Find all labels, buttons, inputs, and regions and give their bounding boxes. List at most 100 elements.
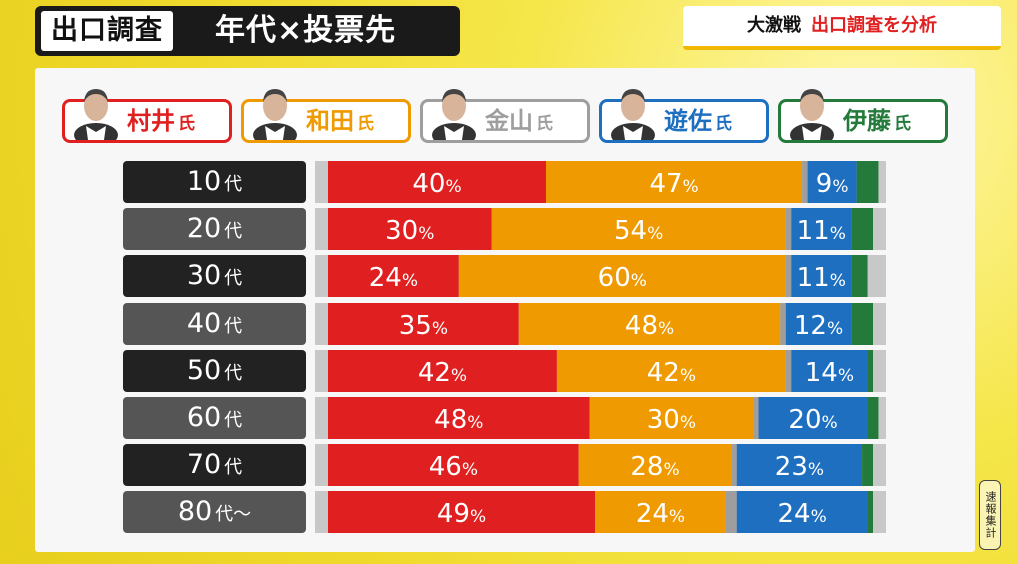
preliminary-note: 速報集計 [979, 480, 1001, 550]
data-label: 11% [797, 216, 846, 246]
data-label-value: 42 [647, 358, 680, 388]
bar-segment [731, 444, 737, 486]
data-label-unit: % [470, 507, 486, 527]
data-label-value: 23 [775, 452, 808, 482]
data-label-unit: % [838, 366, 854, 386]
analysis-badge: 大激戦 出口調査を分析 [683, 6, 1001, 50]
age-label: 70 代 [123, 444, 306, 486]
data-label-unit: % [451, 366, 467, 386]
data-label: 30% [647, 405, 696, 435]
candidate-suffix: 氏 [178, 114, 195, 134]
age-label-unit: 代 [224, 363, 243, 384]
bar-segment [546, 161, 803, 203]
bar-segment [791, 208, 852, 250]
data-label: 24% [778, 499, 827, 529]
data-label: 28% [630, 452, 679, 482]
data-label-unit: % [418, 224, 434, 244]
data-label: 40% [412, 169, 461, 199]
data-label-value: 9 [816, 169, 833, 199]
person-portrait-icon [787, 80, 837, 140]
candidate-2: 和田氏 [241, 89, 411, 143]
age-label-number: 30 [186, 260, 222, 291]
data-label-unit: % [669, 507, 685, 527]
data-label-unit: % [432, 319, 448, 339]
data-label: 60% [598, 263, 647, 293]
bar-segment [589, 397, 754, 439]
bar-segment [851, 255, 868, 297]
bar-segment [328, 444, 579, 486]
data-label: 42% [647, 358, 696, 388]
bar-segment [785, 208, 792, 250]
data-label-unit: % [830, 224, 846, 244]
bar-segment [725, 491, 737, 533]
age-label: 20 代 [123, 208, 306, 250]
candidate-3: 金山氏 [420, 89, 590, 143]
data-label: 47% [649, 169, 698, 199]
bar-segment [791, 350, 868, 392]
age-label-number: 50 [186, 355, 222, 386]
data-label-unit: % [680, 413, 696, 433]
bar-segment [491, 208, 786, 250]
data-label-unit: % [680, 366, 696, 386]
data-label: 46% [429, 452, 478, 482]
bar-segment [328, 350, 557, 392]
age-label-number: 60 [186, 402, 222, 433]
age-label: 30 代 [123, 255, 306, 297]
bar-segment [758, 397, 868, 439]
bar-segment [328, 303, 519, 345]
person-portrait-icon [429, 80, 479, 140]
data-label-unit: % [811, 507, 827, 527]
data-label: 9% [816, 169, 849, 199]
bar-segment [791, 255, 852, 297]
data-label-unit: % [822, 413, 838, 433]
data-label-unit: % [402, 271, 418, 291]
bar-segment [785, 303, 852, 345]
person-portrait-icon [608, 80, 658, 140]
candidate-name: 和田氏 [306, 102, 374, 140]
bar-segment [867, 397, 879, 439]
data-label: 24% [369, 263, 418, 293]
data-label-value: 20 [788, 405, 821, 435]
candidate-name: 遊佐氏 [664, 102, 732, 140]
age-label-number: 10 [186, 166, 222, 197]
bar-segment [736, 491, 868, 533]
bar-segment [753, 397, 759, 439]
age-label: 80 代～ [123, 491, 306, 533]
candidate-name: 村井氏 [127, 102, 195, 140]
page-title: 年代×投票先 [215, 13, 397, 48]
candidate-name-text: 伊藤 [843, 107, 891, 135]
candidate-4: 遊佐氏 [599, 89, 769, 143]
data-label-unit: % [631, 271, 647, 291]
data-label: 48% [434, 405, 483, 435]
data-label-value: 47 [649, 169, 682, 199]
candidate-name-text: 金山 [485, 107, 533, 135]
candidate-suffix: 氏 [715, 114, 732, 134]
bar-segment [785, 255, 792, 297]
bar-segment [802, 161, 808, 203]
data-label-unit: % [647, 224, 663, 244]
data-label-value: 48 [625, 311, 658, 341]
data-label-value: 14 [805, 358, 838, 388]
bar-segment [595, 491, 726, 533]
data-label-unit: % [808, 460, 824, 480]
data-label-unit: % [832, 177, 848, 197]
bar-segment [328, 208, 492, 250]
data-label: 11% [797, 263, 846, 293]
data-label-unit: % [658, 319, 674, 339]
data-label: 23% [775, 452, 824, 482]
age-label-number: 70 [186, 449, 222, 480]
age-label-unit: 代 [224, 457, 243, 478]
data-label-unit: % [462, 460, 478, 480]
age-label: 10 代 [123, 161, 306, 203]
bar-segment [780, 303, 786, 345]
bar-segment [856, 161, 879, 203]
badge-text: 出口調査を分析 [811, 15, 937, 36]
candidate-name-text: 遊佐 [664, 107, 712, 135]
data-label-value: 12 [794, 311, 827, 341]
age-label-unit: 代 [224, 268, 243, 289]
candidate-1: 村井氏 [62, 89, 232, 143]
data-label-value: 11 [797, 263, 830, 293]
data-label-value: 24 [636, 499, 669, 529]
candidate-suffix: 氏 [357, 114, 374, 134]
